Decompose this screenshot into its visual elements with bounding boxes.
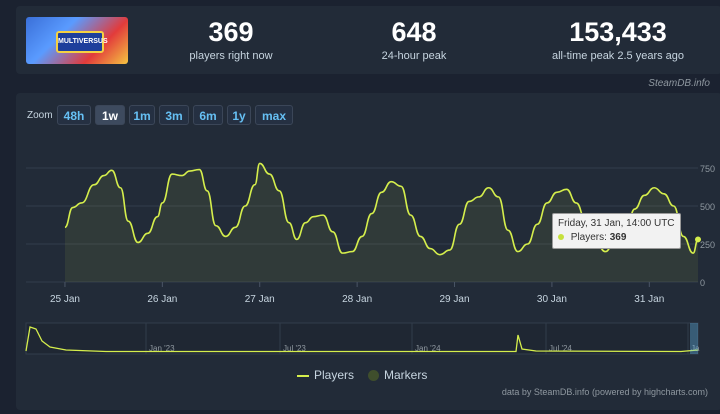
current-players-label: players right now [189, 50, 273, 62]
all-time-peak-value: 153,433 [569, 17, 667, 47]
players-area [64, 163, 698, 282]
stat-all-time-peak: 153,433 all-time peak 2.5 years ago [528, 16, 708, 64]
navigator-label: Jul '24 [549, 344, 572, 353]
navigator-background [25, 322, 699, 355]
zoom-label: Zoom [27, 110, 53, 121]
chart-tooltip: Friday, 31 Jan, 14:00 UTC Players: 369 [552, 213, 681, 249]
y-tick-label: 500 [700, 202, 715, 212]
navigator: Jan '23 Jul '23 Jan '24 Jul '24 Ja [25, 322, 700, 355]
x-tick-label: 30 Jan [537, 294, 567, 305]
stat-current-players: 369 players right now [166, 16, 296, 64]
marker-swatch-icon [368, 370, 379, 382]
game-logo: MULTIVERSUS [56, 31, 108, 53]
zoom-button-1m[interactable]: 1m [129, 105, 155, 125]
x-axis: 25 Jan 26 Jan 27 Jan 28 Jan 29 Jan 30 Jan 31 J… [50, 282, 664, 305]
x-tick-label: 31 Jan [634, 294, 664, 305]
legend-markers[interactable]: Markers [368, 368, 427, 382]
x-tick-label: 29 Jan [440, 294, 470, 305]
y-tick-label: 250 [700, 240, 715, 250]
series-dot-icon [558, 234, 564, 240]
navigator-label: Jul '23 [283, 344, 306, 353]
zoom-button-3m[interactable]: 3m [159, 105, 189, 125]
y-tick-label: 0 [700, 278, 705, 288]
legend-players-label: Players [314, 368, 355, 382]
legend-players[interactable]: Players [297, 368, 354, 382]
hover-point [695, 236, 701, 243]
zoom-button-max[interactable]: max [255, 105, 293, 125]
stat-24h-peak: 648 24-hour peak [349, 16, 479, 64]
all-time-peak-label: all-time peak 2.5 years ago [551, 50, 685, 62]
navigator-series [25, 326, 699, 353]
highcharts-credit[interactable]: data by SteamDB.info (powered by highcha… [501, 387, 708, 397]
current-players-value: 369 [208, 17, 254, 47]
chart-panel: Zoom 48h 1w 1m 3m 6m 1y max 0 250 500 750 25 Jan 2… [16, 93, 720, 410]
tooltip-value: 369 [609, 232, 627, 243]
y-axis: 0 250 500 750 [700, 164, 715, 288]
x-tick-label: 28 Jan [342, 294, 372, 305]
stats-bar: MULTIVERSUS 369 players right now 648 24… [16, 6, 720, 74]
navigator-label: Jan '23 [149, 344, 175, 353]
tooltip-date: Friday, 31 Jan, 14:00 UTC [558, 218, 675, 229]
player-chart[interactable]: 0 250 500 750 25 Jan 26 Jan 27 Jan 28 Jan 29 Ja… [16, 93, 720, 410]
zoom-button-1w[interactable]: 1w [95, 105, 125, 125]
legend-markers-label: Markers [384, 368, 428, 382]
y-tick-label: 750 [700, 164, 715, 174]
navigator-selection-handle [690, 323, 698, 354]
navigator-label: Ja [691, 344, 700, 353]
x-tick-label: 26 Jan [147, 294, 177, 305]
x-tick-label: 25 Jan [50, 294, 80, 305]
line-swatch-icon [297, 374, 309, 377]
game-thumbnail[interactable]: MULTIVERSUS [26, 17, 128, 64]
peak-24h-label: 24-hour peak [381, 50, 447, 62]
zoom-button-48h[interactable]: 48h [57, 105, 91, 125]
steamdb-credit[interactable]: SteamDB.info [648, 78, 710, 89]
navigator-label: Jan '24 [415, 344, 441, 353]
peak-24h-value: 648 [391, 17, 437, 47]
x-tick-label: 27 Jan [245, 294, 275, 305]
zoom-button-6m[interactable]: 6m [193, 105, 223, 125]
tooltip-series-name: Players [570, 232, 605, 243]
zoom-button-1y[interactable]: 1y [227, 105, 251, 125]
tooltip-series-row: Players: 369 [558, 231, 675, 245]
